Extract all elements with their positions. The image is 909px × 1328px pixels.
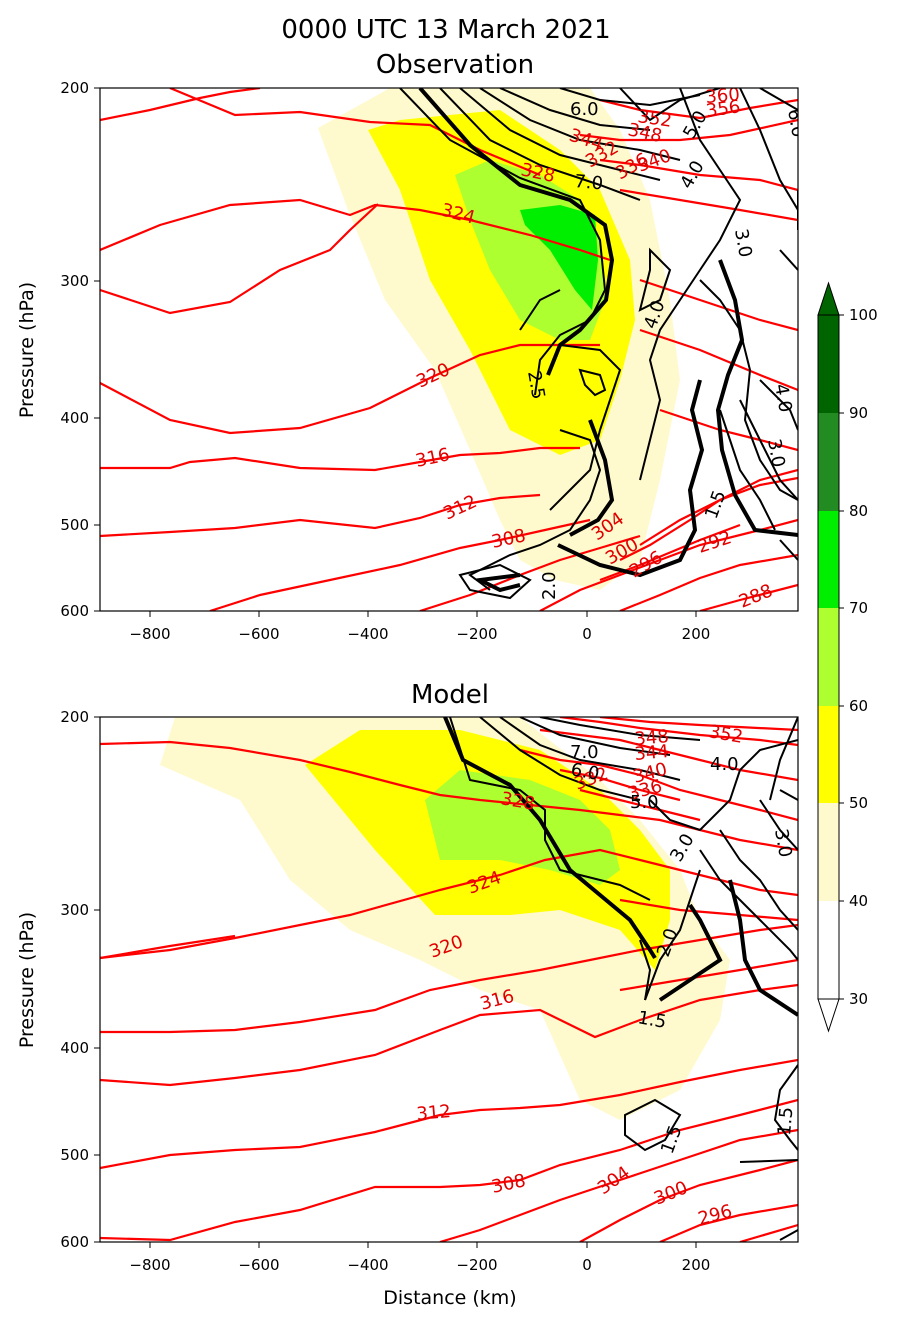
top-ytick: 300 [60, 272, 89, 290]
colorbar-band-50-60 [818, 706, 839, 803]
top-xtick: −200 [456, 625, 497, 643]
bottom-ytick: 500 [60, 1146, 89, 1164]
svg-text:7.0: 7.0 [570, 742, 599, 763]
bottom-xtick: −800 [129, 1256, 170, 1274]
svg-text:360: 360 [705, 84, 741, 108]
bottom-axes-frame [99, 716, 799, 1243]
svg-text:304: 304 [594, 1162, 634, 1199]
bottom-isentropes [100, 717, 798, 1242]
svg-text:1.5: 1.5 [636, 1007, 668, 1033]
colorbar-extend-bottom [817, 998, 840, 1033]
svg-text:1.5: 1.5 [774, 1106, 797, 1136]
svg-text:7.0: 7.0 [574, 171, 604, 194]
top-panel-title: Observation [376, 50, 534, 80]
colorbar-band-90-100 [818, 315, 839, 413]
svg-text:344: 344 [634, 741, 670, 765]
bottom-xtick: −200 [456, 1256, 497, 1274]
top-pv-contours [399, 88, 798, 600]
bottom-xtick: −400 [347, 1256, 388, 1274]
top-axes-frame [99, 87, 799, 612]
colorbar-tick: 80 [849, 502, 868, 520]
svg-text:348: 348 [634, 726, 670, 750]
colorbar: 30 40 50 60 70 80 90 100 [817, 281, 878, 1033]
colorbar-band-70-80 [818, 511, 839, 608]
bottom-ytick: 600 [60, 1233, 89, 1251]
bottom-y-axis-label: Pressure (hPa) [16, 912, 38, 1048]
colorbar-tick: 40 [849, 892, 868, 910]
bottom-ytick: 400 [60, 1039, 89, 1057]
svg-text:1.5: 1.5 [701, 488, 731, 522]
top-shade-70 [520, 205, 598, 310]
svg-text:3.0: 3.0 [770, 827, 796, 859]
svg-text:1.5: 1.5 [657, 1123, 687, 1157]
bottom-xtick: 0 [582, 1256, 592, 1274]
colorbar-tick: 50 [849, 794, 868, 812]
bottom-x-axis-label: Distance (km) [383, 1287, 516, 1309]
svg-text:4.0: 4.0 [676, 157, 709, 192]
bottom-plot-area: 328 324 320 316 312 308 304 300 296 348 … [100, 717, 798, 1242]
svg-text:352: 352 [636, 106, 673, 132]
svg-text:2.0: 2.0 [539, 571, 560, 600]
top-shade-60 [455, 160, 605, 340]
svg-text:356: 356 [705, 96, 742, 122]
colorbar-tick: 90 [849, 404, 868, 422]
svg-text:2.5: 2.5 [523, 369, 549, 401]
top-y-axis-label: Pressure (hPa) [16, 282, 38, 418]
colorbar-tick: 70 [849, 599, 868, 617]
colorbar-band-80-90 [818, 413, 839, 511]
svg-text:308: 308 [490, 1170, 528, 1198]
svg-text:352: 352 [707, 721, 744, 748]
svg-text:6.0: 6.0 [570, 99, 599, 120]
bottom-xtick: 200 [682, 1256, 711, 1274]
top-ytick: 400 [60, 409, 89, 427]
bottom-x-axis: −800 −600 −400 −200 0 200 Distance (km) [129, 1242, 710, 1309]
top-xtick: −600 [238, 625, 279, 643]
top-xtick: 200 [682, 625, 711, 643]
figure-title: 0000 UTC 13 March 2021 [281, 15, 610, 45]
svg-text:6.0: 6.0 [569, 759, 601, 785]
svg-text:4.0: 4.0 [770, 382, 796, 414]
top-plot-area: 324 320 316 312 308 304 300 296 292 288 … [100, 84, 809, 612]
svg-text:312: 312 [440, 491, 480, 525]
svg-text:312: 312 [416, 1101, 452, 1125]
top-ytick: 200 [60, 79, 89, 97]
top-xtick: −800 [129, 625, 170, 643]
svg-text:288: 288 [736, 580, 776, 612]
colorbar-tick: 60 [849, 697, 868, 715]
svg-text:300: 300 [651, 1177, 691, 1209]
top-y-axis: 200 300 400 500 600 Pressure (hPa) [16, 79, 100, 620]
bottom-panel-title: Model [411, 680, 489, 710]
top-ytick: 600 [60, 602, 89, 620]
svg-text:5.0: 5.0 [630, 792, 659, 813]
colorbar-band-30-40 [818, 901, 839, 999]
bottom-ytick: 200 [60, 708, 89, 726]
svg-text:296: 296 [696, 1201, 735, 1230]
top-panel: 324 320 316 312 308 304 300 296 292 288 … [16, 79, 809, 643]
bottom-xtick: −600 [238, 1256, 279, 1274]
top-ytick: 500 [60, 516, 89, 534]
bottom-ytick: 300 [60, 901, 89, 919]
colorbar-extend-top [817, 281, 840, 316]
colorbar-band-60-70 [818, 608, 839, 706]
colorbar-tick: 100 [849, 306, 878, 324]
svg-text:292: 292 [695, 527, 734, 558]
svg-text:6.0: 6.0 [783, 107, 809, 139]
bottom-y-axis: 200 300 400 500 600 Pressure (hPa) [16, 708, 100, 1251]
colorbar-band-40-50 [818, 803, 839, 901]
top-xtick: 0 [582, 625, 592, 643]
bottom-pv-contours [443, 717, 798, 1241]
top-x-axis: −800 −600 −400 −200 0 200 [129, 611, 710, 643]
svg-text:3.0: 3.0 [730, 227, 756, 259]
bottom-panel: 328 324 320 316 312 308 304 300 296 348 … [16, 708, 799, 1309]
svg-text:316: 316 [414, 444, 452, 472]
svg-text:4.0: 4.0 [710, 754, 739, 775]
top-xtick: −400 [347, 625, 388, 643]
colorbar-tick: 30 [849, 990, 868, 1008]
svg-text:3.0: 3.0 [763, 437, 789, 469]
top-isentropes [100, 88, 798, 611]
